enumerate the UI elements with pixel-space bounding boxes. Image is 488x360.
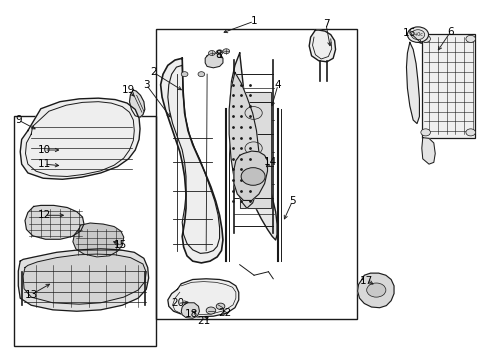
Polygon shape	[73, 223, 123, 257]
Circle shape	[198, 72, 204, 77]
Polygon shape	[129, 90, 144, 117]
Circle shape	[244, 142, 262, 154]
Text: 7: 7	[322, 19, 328, 29]
Polygon shape	[23, 254, 146, 304]
Circle shape	[223, 49, 229, 54]
Polygon shape	[167, 279, 238, 317]
Text: 18: 18	[185, 309, 198, 319]
Circle shape	[206, 307, 215, 314]
Circle shape	[244, 174, 262, 186]
Circle shape	[366, 283, 385, 297]
Polygon shape	[20, 98, 140, 179]
Polygon shape	[18, 249, 148, 311]
Bar	[421, 33, 473, 138]
Polygon shape	[205, 53, 223, 68]
Circle shape	[181, 72, 187, 77]
Circle shape	[216, 50, 223, 55]
Text: 5: 5	[288, 196, 295, 206]
Polygon shape	[239, 92, 270, 208]
Polygon shape	[230, 53, 277, 240]
Text: 12: 12	[38, 210, 51, 220]
Text: 21: 21	[197, 316, 210, 326]
Circle shape	[420, 129, 429, 136]
Text: 4: 4	[274, 80, 281, 90]
Circle shape	[216, 303, 224, 310]
Polygon shape	[229, 72, 258, 208]
Circle shape	[208, 50, 215, 55]
Text: 22: 22	[218, 309, 231, 318]
Text: +0c: +0c	[412, 32, 422, 37]
Text: 16: 16	[403, 27, 416, 37]
Polygon shape	[181, 303, 199, 318]
Text: 8: 8	[214, 50, 221, 60]
Text: 14: 14	[264, 157, 277, 167]
Text: 2: 2	[150, 67, 157, 77]
Polygon shape	[25, 206, 84, 239]
Polygon shape	[357, 273, 393, 308]
Text: 11: 11	[38, 159, 51, 169]
Circle shape	[465, 129, 474, 136]
Polygon shape	[233, 151, 267, 201]
Text: 17: 17	[359, 275, 372, 285]
Circle shape	[410, 30, 424, 40]
Polygon shape	[308, 30, 335, 62]
Text: 20: 20	[170, 298, 183, 309]
Circle shape	[420, 35, 429, 42]
Text: 13: 13	[24, 290, 38, 300]
Text: 3: 3	[142, 80, 149, 90]
Circle shape	[407, 27, 427, 42]
Text: 6: 6	[447, 27, 453, 37]
Polygon shape	[406, 42, 419, 123]
Circle shape	[241, 168, 264, 185]
Circle shape	[244, 107, 262, 119]
Bar	[156, 29, 356, 319]
Text: 15: 15	[114, 240, 127, 250]
Text: 9: 9	[15, 115, 21, 125]
Polygon shape	[160, 58, 223, 263]
Text: 1: 1	[250, 16, 257, 26]
Text: 10: 10	[38, 145, 51, 155]
Text: 19: 19	[122, 85, 135, 95]
Circle shape	[465, 35, 474, 42]
Bar	[14, 117, 156, 346]
Polygon shape	[421, 138, 434, 164]
